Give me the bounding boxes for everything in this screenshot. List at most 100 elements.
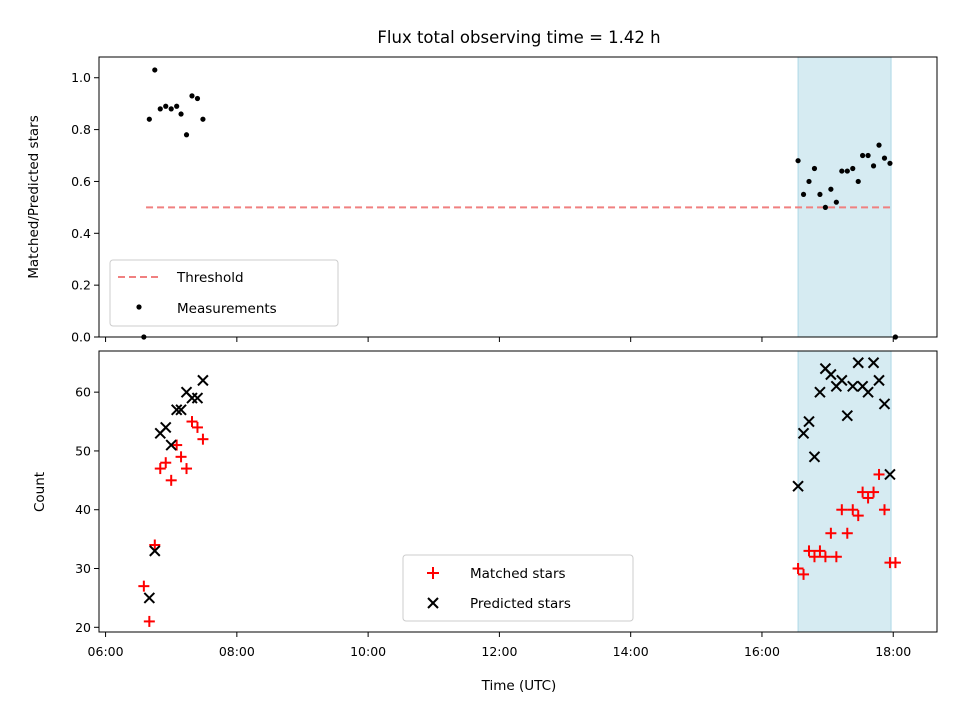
- matched-star-point: [191, 421, 203, 433]
- predicted-star-point: [165, 439, 177, 451]
- top-shaded-region-layer: [797, 57, 892, 337]
- predicted-star-point: [160, 421, 172, 434]
- bottom-legend: Matched stars Predicted stars: [402, 554, 634, 622]
- top-legend-box: [109, 259, 339, 327]
- matched-star-point: [841, 527, 853, 539]
- measurement-point: [817, 191, 823, 198]
- top-panel: 0.0 0.2 0.4 0.6 0.8 1.0 Matched/Predicted sta…: [26, 56, 938, 345]
- legend-matched-label: Matched stars: [470, 566, 566, 582]
- x-tick-label: 18:00: [875, 644, 911, 659]
- matched-star-point: [138, 580, 150, 592]
- legend-threshold-label: Threshold: [176, 270, 244, 286]
- measurement-point: [189, 93, 195, 99]
- x-tick-label: 08:00: [219, 644, 255, 659]
- predicted-star-mark-b: [180, 386, 193, 398]
- matched-star-point: [154, 463, 166, 475]
- top-tick-layer: 0.0 0.2 0.4 0.6 0.8 1.0: [71, 70, 894, 345]
- matched-star-point: [873, 468, 885, 480]
- matched-star-point: [836, 504, 848, 516]
- matched-star-point: [830, 551, 842, 563]
- bottom-axes-frame: [98, 350, 938, 633]
- x-tick-label: 12:00: [481, 644, 517, 659]
- matched-star-point: [814, 545, 826, 557]
- top-shaded-region: [798, 57, 892, 337]
- predicted-star-mark-b: [792, 480, 804, 492]
- top-y-tick-label: 0.2: [71, 278, 91, 293]
- predicted-star-mark-b: [867, 357, 880, 369]
- predicted-star-point: [792, 480, 804, 492]
- bottom-panel: 20 30 40 50 60 06:00 08:00 10:00 12:00 14:00 16:00…: [32, 350, 938, 694]
- predicted-star-mark-b: [819, 362, 832, 375]
- matched-star-point: [808, 551, 820, 563]
- measurement-point: [200, 116, 206, 122]
- measurement-point: [152, 67, 158, 73]
- predicted-star-point: [873, 374, 885, 387]
- measurement-point: [870, 163, 877, 169]
- predicted-star-point: [867, 357, 880, 369]
- measurement-point: [833, 199, 839, 205]
- measurement-point: [881, 155, 888, 161]
- bottom-y-tick-label: 30: [75, 561, 91, 576]
- measurement-point: [876, 142, 882, 148]
- predicted-star-point: [847, 380, 859, 392]
- bottom-tick-layer: 20 30 40 50 60 06:00 08:00 10:00 12:00 14:00 16:00…: [75, 385, 911, 659]
- predicted-star-point: [841, 409, 853, 422]
- predicted-star-point: [170, 404, 183, 416]
- predicted-star-mark-b: [847, 380, 859, 392]
- bottom-y-tick-label: 20: [75, 620, 91, 635]
- bottom-y-tick-label: 50: [75, 443, 91, 458]
- predicted-star-mark-b: [160, 421, 172, 434]
- predicted-star-point: [808, 451, 821, 463]
- top-y-tick-label: 0.6: [71, 174, 91, 189]
- predicted-star-point: [836, 374, 848, 387]
- measurement-point: [828, 186, 834, 192]
- measurement-point: [174, 103, 180, 109]
- matched-star-point: [165, 474, 177, 486]
- predicted-star-point: [175, 404, 187, 416]
- predicted-star-mark-b: [149, 545, 161, 557]
- legend-matched-swatch: [427, 567, 439, 579]
- predicted-star-mark-b: [814, 386, 826, 398]
- x-tick-label: 16:00: [744, 644, 780, 659]
- measurement-point: [194, 95, 201, 102]
- predicted-star-mark-b: [170, 404, 183, 416]
- predicted-star-mark-b: [856, 380, 869, 392]
- matched-star-point: [171, 439, 183, 451]
- matched-star-point: [149, 539, 161, 551]
- predicted-star-mark-b: [197, 374, 209, 387]
- bottom-y-tick-label: 60: [75, 385, 91, 400]
- measurement-point: [183, 132, 190, 138]
- measurement-point: [887, 160, 893, 166]
- matched-star-point: [798, 568, 810, 580]
- bottom-y-tick-label: 40: [75, 502, 91, 517]
- predicted-star-point: [191, 392, 204, 404]
- matched-star-point: [143, 615, 155, 627]
- measurement-point: [811, 165, 818, 172]
- predicted-star-mark-b: [841, 409, 853, 422]
- top-y-axis-label: Matched/Predicted stars: [26, 115, 42, 278]
- bottom-y-axis-label: Count: [32, 472, 48, 512]
- predicted-star-point: [143, 592, 156, 604]
- matched-star-point: [857, 486, 869, 498]
- predicted-star-point: [825, 368, 837, 381]
- chart-title: Flux total observing time = 1.42 h: [377, 28, 660, 47]
- predicted-star-mark-b: [191, 392, 204, 404]
- top-series-layer: [141, 67, 899, 340]
- predicted-star-point: [862, 386, 874, 398]
- measurement-point: [822, 204, 829, 210]
- matched-star-point: [803, 545, 815, 557]
- measurement-point: [839, 168, 845, 174]
- matched-star-point: [852, 510, 864, 522]
- bottom-legend-box: [402, 554, 634, 622]
- predicted-star-mark-b: [175, 404, 187, 416]
- measurement-point: [178, 111, 184, 117]
- predicted-star-point: [814, 386, 826, 398]
- x-tick-label: 06:00: [88, 644, 124, 659]
- matched-star-point: [792, 563, 804, 575]
- matched-star-point: [175, 451, 187, 463]
- measurement-point: [163, 103, 169, 109]
- matched-star-point: [878, 504, 890, 516]
- x-tick-label: 10:00: [350, 644, 386, 659]
- measurement-point: [850, 165, 856, 172]
- predicted-star-point: [852, 357, 864, 369]
